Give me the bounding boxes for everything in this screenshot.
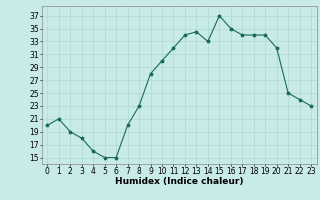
X-axis label: Humidex (Indice chaleur): Humidex (Indice chaleur) — [115, 177, 244, 186]
